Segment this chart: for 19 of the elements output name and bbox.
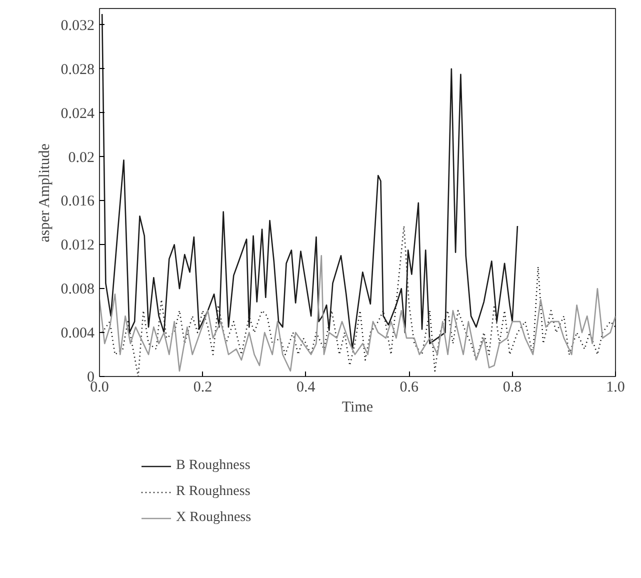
legend-label: R Roughness	[176, 484, 250, 500]
x-tick-label: 0.6	[400, 380, 419, 396]
x-tick-label: 1.0	[606, 380, 625, 396]
legend-label: B Roughness	[176, 458, 250, 474]
legend-label: X Roughness	[176, 510, 252, 526]
y-axis-title: asper Amplitude	[36, 143, 53, 242]
x-axis-title: Time	[342, 400, 374, 416]
y-tick-label: 0.032	[60, 18, 94, 34]
y-tick-label: 0.016	[60, 194, 95, 210]
y-tick-label: 0.008	[60, 282, 94, 298]
x-tick-label: 0.2	[193, 380, 212, 396]
y-tick-label: 0.012	[60, 238, 94, 254]
x-tick-label: 0.8	[502, 380, 522, 396]
y-tick-label: 0.004	[60, 326, 95, 342]
y-tick-label: 0.02	[68, 150, 94, 166]
y-tick-label: 0.024	[60, 106, 95, 122]
y-tick-label: 0.028	[60, 62, 94, 78]
line-series	[100, 255, 616, 372]
x-tick-label: 0.4	[296, 380, 316, 396]
